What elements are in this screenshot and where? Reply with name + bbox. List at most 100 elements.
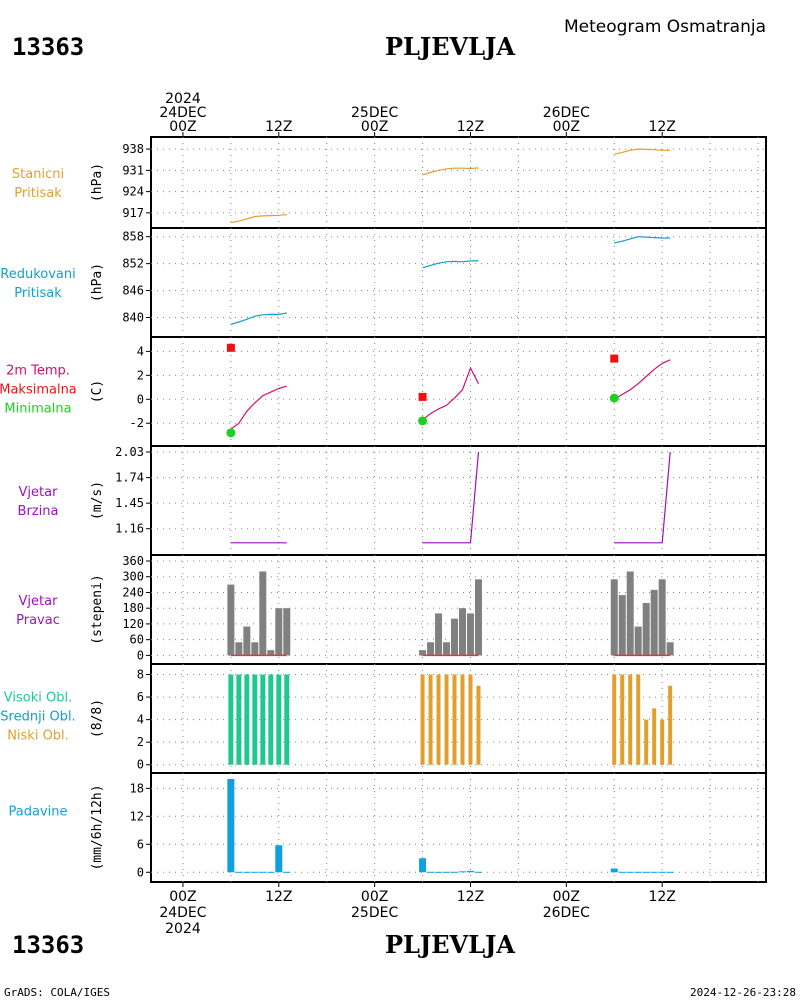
cloud-bar	[436, 674, 441, 765]
time-label-top: 00Z	[553, 119, 580, 135]
wind-direction-bar	[650, 589, 658, 656]
panel-frame	[150, 445, 767, 556]
precip-bar	[666, 871, 674, 873]
tmax-marker	[610, 354, 619, 363]
panel-label: Vjetar	[19, 485, 59, 500]
precip-bar	[451, 871, 459, 873]
panel-label: Srednji Obl.	[0, 710, 75, 725]
time-label-bottom: 12Z	[648, 889, 675, 905]
y-tick-label: 120	[122, 617, 144, 631]
precip-bar	[658, 871, 666, 873]
cloud-bar	[268, 674, 274, 765]
y-tick-label: 1.74	[115, 471, 144, 485]
cloud-bar	[660, 719, 665, 765]
panel-label: Redukovani	[0, 267, 75, 282]
panel-wind_speed: 1.16 1.45 1.74 2.03 (m/s) Vjetar Brzina	[18, 445, 767, 556]
wind-direction-bar	[227, 584, 235, 656]
panel-clouds: 0 2 4 6 8 (8/8) Visoki Obl. Srednji Obl. Niski O…	[0, 663, 767, 774]
cloud-bar	[444, 674, 449, 765]
wind-direction-bar	[443, 642, 451, 656]
precip-bar	[283, 871, 291, 873]
series-line	[614, 148, 671, 155]
station-name-top: PLJEVLJA	[385, 32, 515, 61]
precip-bar	[251, 871, 259, 873]
panel-frame	[150, 554, 767, 665]
precip-bar	[419, 858, 427, 873]
y-axis-unit: (hPa)	[90, 263, 105, 302]
wind-direction-bar	[658, 579, 666, 656]
station-name-bottom: PLJEVLJA	[385, 930, 515, 959]
y-axis-unit: (C)	[90, 380, 105, 403]
wind-direction-bar	[618, 595, 626, 656]
y-tick-label: 846	[122, 284, 144, 298]
tmax-marker	[418, 392, 427, 401]
wind-direction-bar	[458, 608, 466, 656]
panel-label: Niski Obl.	[7, 729, 69, 744]
station-id-bottom: 13363	[12, 931, 84, 959]
precip-bar	[227, 779, 235, 873]
panel-label: Pravac	[16, 613, 60, 628]
wind-direction-bar	[427, 642, 435, 656]
cloud-bar	[652, 708, 657, 765]
series-line	[614, 236, 671, 244]
wind-direction-bar	[626, 571, 634, 656]
y-tick-label: 12	[130, 809, 144, 823]
y-tick-label: 60	[130, 633, 144, 647]
cloud-bar	[468, 674, 473, 765]
tmin-marker	[226, 428, 236, 438]
y-tick-label: 0	[137, 648, 144, 662]
precip-bar	[267, 871, 275, 873]
y-tick-label: 4	[137, 344, 144, 358]
time-label-bottom: 00Z	[361, 889, 388, 905]
y-tick-label: 858	[122, 230, 144, 244]
series-line	[230, 385, 287, 430]
wind-direction-bar	[267, 650, 275, 656]
precip-bar	[275, 845, 283, 873]
panel-frame	[150, 336, 767, 447]
precip-bar	[634, 871, 642, 873]
time-label-bottom: 12Z	[265, 889, 292, 905]
series-line	[230, 312, 287, 325]
time-label-top: 00Z	[361, 119, 388, 135]
panel-reduced_pressure: 840 846 852 858 (hPa) Redukovani Pritisak	[0, 227, 767, 338]
y-tick-label: 2	[137, 735, 144, 749]
wind-direction-bar	[243, 626, 251, 656]
cloud-bar	[244, 674, 250, 765]
panel-label: Stanicni	[12, 167, 64, 182]
wind-direction-bar	[283, 608, 291, 656]
panel-frame	[150, 663, 767, 774]
y-tick-label: 4	[137, 713, 144, 727]
precip-bar	[243, 871, 251, 873]
y-tick-label: 924	[122, 185, 144, 199]
y-axis-unit: (hPa)	[90, 163, 105, 202]
y-axis-unit: (8/8)	[90, 699, 105, 738]
series-line	[422, 366, 480, 421]
wind-direction-bar	[235, 642, 243, 656]
wind-direction-bar	[610, 579, 618, 656]
cloud-bar	[284, 674, 290, 765]
time-label-top: 12Z	[648, 119, 675, 135]
cloud-bar	[276, 674, 282, 765]
y-axis-unit: (m/s)	[90, 481, 105, 520]
series-line	[422, 167, 479, 176]
panel-label: Minimalna	[4, 402, 71, 417]
wind-direction-bar	[634, 626, 642, 656]
y-axis-unit: (mm/6h/12h)	[90, 784, 105, 870]
precip-bar	[435, 871, 443, 873]
series-line	[614, 451, 671, 544]
tmin-marker	[609, 393, 619, 403]
time-label-bottom: 00Z	[169, 889, 196, 905]
time-label-top: 25DEC	[351, 105, 398, 121]
wind-direction-bar	[474, 579, 482, 656]
y-tick-label: 2	[137, 368, 144, 382]
panel-label: Vjetar	[19, 594, 59, 609]
precip-bar	[443, 871, 451, 873]
y-tick-label: 0	[137, 865, 144, 879]
y-tick-label: 0	[137, 392, 144, 406]
precip-bar	[650, 871, 658, 873]
panel-temperature: -2 0 2 4 (C) 2m Temp. Maksimalna Minimalna	[0, 336, 767, 447]
tmin-marker	[418, 416, 428, 426]
generated-timestamp: 2024-12-26-23:28	[690, 986, 796, 999]
precip-bar	[610, 868, 618, 873]
cloud-bar	[620, 674, 625, 765]
